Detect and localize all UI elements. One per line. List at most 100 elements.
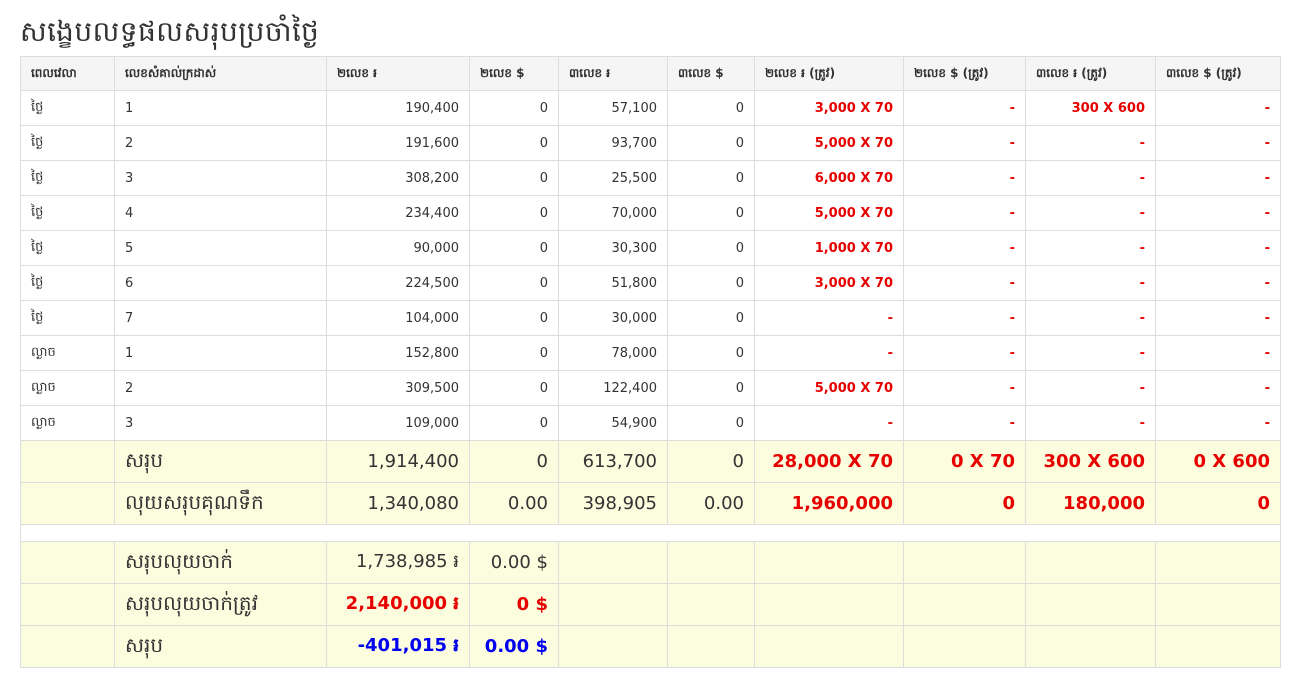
daily-summary-table: ពេលវេលា លេខសំគាល់ក្រដាស់ ២លេខ ៛ ២លេខ $ ៣…	[20, 56, 1281, 668]
2d-riel-win-cell: 5,000 X 70	[754, 370, 904, 406]
totals-win-cell: 300 X 600	[1025, 440, 1156, 483]
totals-win-cell: 0 X 600	[1155, 440, 1281, 483]
2d-riel-cell: 224,500	[326, 265, 470, 301]
3d-usd-cell: 0	[667, 405, 755, 441]
2d-usd-win-cell: -	[903, 90, 1026, 126]
time-cell: ថ្ងៃ	[20, 125, 115, 161]
3d-usd-win-cell: -	[1155, 370, 1281, 406]
column-header-3d-riel-win: ៣លេខ ៛ (ត្រូវ)	[1025, 56, 1156, 91]
totals-win-cell: 0 X 70	[903, 440, 1026, 483]
money-label: លុយសរុបគុណទឹក	[114, 482, 327, 525]
time-cell: ថ្ងៃ	[20, 160, 115, 196]
2d-usd-win-cell: -	[903, 335, 1026, 371]
column-header-2d-riel: ២លេខ ៛	[326, 56, 470, 91]
time-cell: ថ្ងៃ	[20, 230, 115, 266]
table-row: ល្ងាច 3 109,000 0 54,900 0- - - -	[20, 405, 1281, 441]
3d-riel-cell: 70,000	[558, 195, 668, 231]
totals-cell: 613,700	[558, 440, 668, 483]
2d-usd-cell: 0	[469, 405, 559, 441]
totals-win-cell: 28,000 X 70	[754, 440, 904, 483]
sheet-id-cell: 3	[114, 160, 327, 196]
money-win-cell: 180,000	[1025, 482, 1156, 525]
2d-usd-win-cell: -	[903, 370, 1026, 406]
column-header-time: ពេលវេលា	[20, 56, 115, 91]
2d-usd-win-cell: -	[903, 160, 1026, 196]
2d-usd-cell: 0	[469, 195, 559, 231]
net-total-label: សរុប	[114, 625, 327, 668]
money-win-cell: 1,960,000	[754, 482, 904, 525]
3d-usd-cell: 0	[667, 195, 755, 231]
3d-usd-win-cell: -	[1155, 265, 1281, 301]
time-cell: ថ្ងៃ	[20, 265, 115, 301]
column-header-3d-riel: ៣លេខ ៛	[558, 56, 668, 91]
time-cell: ល្ងាច	[20, 370, 115, 406]
3d-usd-win-cell: -	[1155, 125, 1281, 161]
sheet-id-cell: 1	[114, 335, 327, 371]
sheet-id-cell: 2	[114, 370, 327, 406]
3d-riel-cell: 30,000	[558, 300, 668, 336]
2d-riel-cell: 308,200	[326, 160, 470, 196]
2d-usd-win-cell: -	[903, 230, 1026, 266]
3d-riel-cell: 25,500	[558, 160, 668, 196]
2d-riel-cell: 152,800	[326, 335, 470, 371]
sheet-id-cell: 2	[114, 125, 327, 161]
page-title: សង្ខេបលទ្ធផលសរុបប្រចាំថ្ងៃ	[20, 15, 320, 48]
3d-riel-cell: 122,400	[558, 370, 668, 406]
2d-riel-cell: 109,000	[326, 405, 470, 441]
3d-riel-cell: 78,000	[558, 335, 668, 371]
sheet-id-cell: 4	[114, 195, 327, 231]
2d-usd-win-cell: -	[903, 125, 1026, 161]
money-cell: 0.00	[469, 482, 559, 525]
column-header-2d-usd: ២លេខ $	[469, 56, 559, 91]
3d-riel-cell: 57,100	[558, 90, 668, 126]
3d-riel-win-cell: -	[1025, 370, 1156, 406]
money-win-cell: 0	[1155, 482, 1281, 525]
2d-usd-cell: 0	[469, 300, 559, 336]
2d-riel-win-cell: -	[754, 300, 904, 336]
table-header-row: ពេលវេលា លេខសំគាល់ក្រដាស់ ២លេខ ៛ ២លេខ $ ៣…	[20, 56, 1281, 91]
sheet-id-cell: 5	[114, 230, 327, 266]
paid-total-row: សរុបលុយចាក់ 1,738,985 ៛ 0.00 $	[20, 541, 1281, 584]
table-row: ថ្ងៃ 6 224,500 0 51,800 0 3,000 X 70- - -	[20, 265, 1281, 301]
table-row: ល្ងាច 2 309,500 0 122,400 0 5,000 X 70- - -	[20, 370, 1281, 406]
2d-riel-cell: 191,600	[326, 125, 470, 161]
totals-empty-cell	[20, 440, 115, 483]
3d-usd-cell: 0	[667, 335, 755, 371]
column-header-3d-usd-win: ៣លេខ $ (ត្រូវ)	[1155, 56, 1281, 91]
3d-usd-cell: 0	[667, 90, 755, 126]
3d-riel-win-cell: -	[1025, 230, 1156, 266]
2d-usd-win-cell: -	[903, 195, 1026, 231]
2d-riel-win-cell: -	[754, 335, 904, 371]
totals-row: សរុប 1,914,400 0 613,700 0 28,000 X 70 0…	[20, 440, 1281, 483]
sheet-id-cell: 3	[114, 405, 327, 441]
2d-usd-cell: 0	[469, 160, 559, 196]
time-cell: ល្ងាច	[20, 405, 115, 441]
column-header-sheet-id: លេខសំគាល់ក្រដាស់	[114, 56, 327, 91]
totals-cell: 0	[667, 440, 755, 483]
spacer-row	[20, 524, 1281, 542]
net-total-riel: -401,015 ៛	[326, 625, 470, 668]
sheet-id-cell: 1	[114, 90, 327, 126]
2d-usd-cell: 0	[469, 230, 559, 266]
2d-usd-cell: 0	[469, 265, 559, 301]
3d-riel-win-cell: -	[1025, 335, 1156, 371]
3d-riel-win-cell: -	[1025, 125, 1156, 161]
3d-riel-cell: 54,900	[558, 405, 668, 441]
sheet-id-cell: 7	[114, 300, 327, 336]
3d-usd-cell: 0	[667, 125, 755, 161]
sheet-id-cell: 6	[114, 265, 327, 301]
2d-riel-win-cell: 3,000 X 70	[754, 90, 904, 126]
totals-label: សរុប	[114, 440, 327, 483]
totals-cell: 1,914,400	[326, 440, 470, 483]
column-header-2d-usd-win: ២លេខ $ (ត្រូវ)	[903, 56, 1026, 91]
3d-usd-cell: 0	[667, 370, 755, 406]
table-row: ថ្ងៃ 4 234,400 0 70,000 0 5,000 X 70- - -	[20, 195, 1281, 231]
3d-riel-win-cell: -	[1025, 300, 1156, 336]
3d-riel-cell: 51,800	[558, 265, 668, 301]
3d-usd-win-cell: -	[1155, 300, 1281, 336]
table-row: ថ្ងៃ 1 190,400 0 57,100 0 3,000 X 70-300 X 600…	[20, 90, 1281, 126]
2d-riel-cell: 90,000	[326, 230, 470, 266]
won-total-usd: 0 $	[469, 583, 559, 626]
3d-usd-win-cell: -	[1155, 160, 1281, 196]
column-header-2d-riel-win: ២លេខ ៛ (ត្រូវ)	[754, 56, 904, 91]
